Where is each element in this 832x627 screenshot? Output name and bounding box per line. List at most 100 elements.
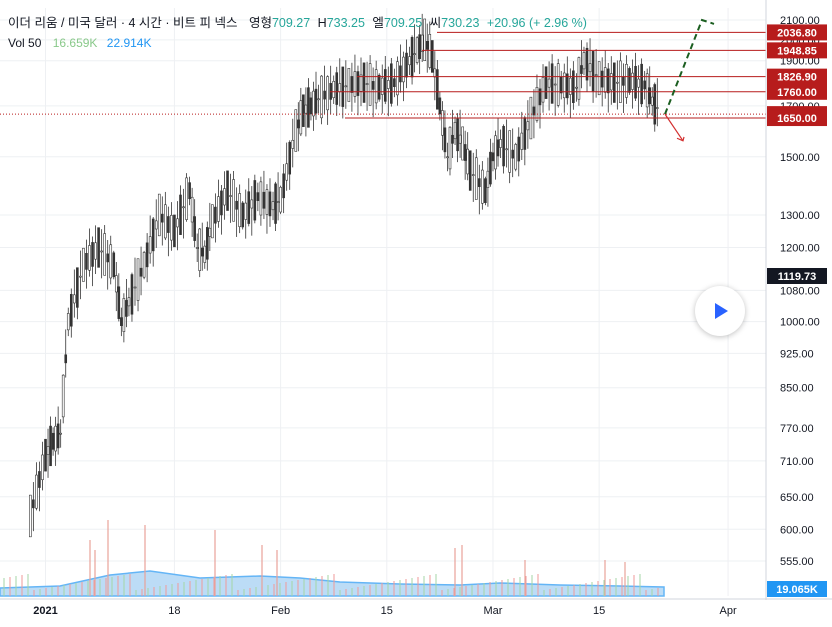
candle-body xyxy=(211,204,214,239)
candle-body xyxy=(170,215,173,241)
candle-body xyxy=(112,252,116,278)
candle-body xyxy=(64,354,68,364)
candle-body xyxy=(443,127,447,153)
candle-body xyxy=(402,56,405,83)
candle-body xyxy=(46,446,50,455)
candle-body xyxy=(637,78,640,88)
volume-label: Vol 50 xyxy=(8,36,42,50)
price-axis-tick-label: 1900.00 xyxy=(780,56,820,68)
candle-body xyxy=(365,83,369,85)
candle-body xyxy=(371,81,375,90)
candle-body xyxy=(188,182,191,200)
level-price-badge xyxy=(767,68,827,85)
candle-body xyxy=(556,63,560,106)
candle-body xyxy=(259,181,263,216)
candle-body xyxy=(323,90,326,100)
candle-body xyxy=(195,247,199,249)
price-axis-tick-label: 2100.00 xyxy=(780,15,820,27)
time-axis-tick-label: 2021 xyxy=(33,605,57,617)
candle-body xyxy=(279,186,282,213)
candle-body xyxy=(640,63,643,105)
candle-body xyxy=(502,125,505,167)
price-axis-tick-label: 925.00 xyxy=(780,348,814,360)
candle-body xyxy=(136,258,140,301)
candle-body xyxy=(622,76,625,86)
candle-body xyxy=(223,188,226,206)
candle-body xyxy=(606,68,610,94)
candle-body xyxy=(79,275,82,278)
volume-value-1: 16.659K xyxy=(52,36,98,50)
candle-body xyxy=(526,121,530,131)
candle-body xyxy=(453,122,457,140)
candle-body xyxy=(374,69,378,104)
volume-axis-label: 19.065K xyxy=(776,584,818,596)
candle-body xyxy=(41,454,44,481)
candle-body xyxy=(562,72,566,99)
candle-body xyxy=(428,34,432,68)
candle-body xyxy=(468,150,472,191)
candle-body xyxy=(320,75,323,119)
candle-body xyxy=(122,298,126,332)
candle-body xyxy=(405,52,408,78)
candle-body xyxy=(532,106,536,116)
candle-body xyxy=(88,245,91,271)
candle-body xyxy=(547,78,551,88)
level-price-badge-label: 1948.85 xyxy=(777,45,817,57)
candle-body xyxy=(271,201,275,211)
candle-body xyxy=(127,297,131,307)
candle-body xyxy=(514,144,518,170)
candle-body xyxy=(85,253,88,270)
candle-body xyxy=(569,77,572,95)
candle-body xyxy=(307,87,310,128)
candle-body xyxy=(597,61,601,96)
level-price-badge-label: 2036.80 xyxy=(777,27,817,39)
price-axis-tick-label: 770.00 xyxy=(780,423,814,435)
price-axis-tick-label: 1000.00 xyxy=(780,317,820,329)
candle-body xyxy=(309,97,313,115)
candle-body xyxy=(380,77,384,95)
candle-body xyxy=(59,432,62,435)
candle-body xyxy=(458,134,462,144)
time-axis-tick-label: Mar xyxy=(483,605,502,617)
candle-body xyxy=(603,67,607,93)
candle-body xyxy=(262,191,266,209)
candle-body xyxy=(387,80,390,89)
candle-body xyxy=(474,157,478,200)
price-axis-bg xyxy=(766,0,832,622)
symbol-title: 이더 리움 / 미국 달러 · 4 시간 · 비트 피 넥스 xyxy=(8,16,238,30)
candle-body xyxy=(541,77,545,103)
candle-body xyxy=(489,151,492,185)
candle-body xyxy=(645,73,649,108)
candle-body xyxy=(535,86,539,121)
price-axis-tick-label: 600.00 xyxy=(780,524,814,536)
candle-body xyxy=(383,69,387,102)
candle-body xyxy=(572,70,575,104)
candle-body xyxy=(304,104,308,114)
candle-body xyxy=(154,220,158,230)
close-label: 씨 xyxy=(429,16,442,30)
candle-body xyxy=(241,202,244,228)
candle-body xyxy=(423,18,427,61)
candle-body xyxy=(451,134,454,144)
open-label: 영형 xyxy=(248,16,272,30)
candle-body xyxy=(314,88,318,114)
candle-body xyxy=(247,191,251,224)
candle-body xyxy=(291,139,295,149)
candle-body xyxy=(436,69,439,110)
candle-body xyxy=(582,52,586,70)
candle-body xyxy=(100,250,103,253)
price-axis-tick-label: 710.00 xyxy=(780,456,814,468)
candle-body xyxy=(415,37,419,63)
candle-body xyxy=(253,180,257,221)
price-axis-tick-label: 1200.00 xyxy=(780,243,820,255)
candle-body xyxy=(35,474,38,509)
play-replay-button[interactable] xyxy=(695,286,745,336)
candle-body xyxy=(238,193,241,228)
candle-body xyxy=(550,63,554,104)
candle-body xyxy=(268,191,272,217)
candle-body xyxy=(420,34,424,52)
candle-body xyxy=(208,227,212,237)
candle-body xyxy=(206,227,209,260)
